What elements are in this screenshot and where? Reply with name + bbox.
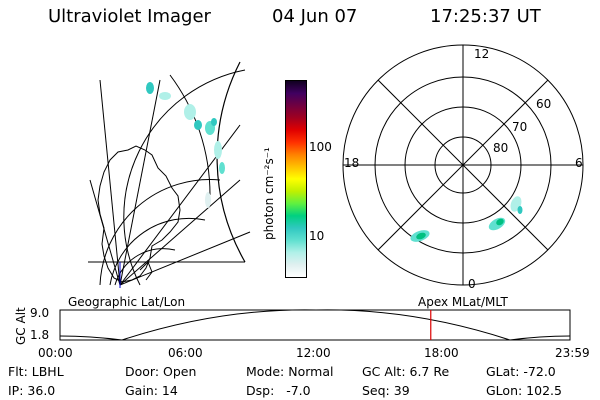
polar-axis-diag [377,79,549,251]
instrument-title: Ultraviolet Imager [48,6,211,27]
lat-label-60: 60 [536,97,552,111]
aurora-emission-geo [146,82,225,208]
coastline-detail [139,261,153,281]
mlt-label-0: 0 [468,277,476,291]
geo-grid-arc [99,179,221,286]
glat-info: GLat: -72.0 [486,364,556,379]
mlt-label-12: 12 [474,47,490,61]
colorbar-tick-100: 100 [309,140,332,154]
mlt-label-18: 18 [344,156,360,170]
geo-grid-line [119,231,251,286]
mlt-label-6: 6 [575,156,583,170]
colorbar-tick-10: 10 [309,229,325,243]
colorbar [285,80,307,278]
geo-grid-line [99,79,121,286]
altitude-tick-low: 1.8 [30,328,50,342]
earth-limb-inner [169,74,211,196]
time-tick-1800: 18:00 [424,346,459,360]
time-tick-0600: 06:00 [168,346,203,360]
lat-label-80: 80 [493,141,509,155]
altitude-tick-high: 9.0 [30,306,50,320]
time-tick-2359: 23:59 [555,346,590,360]
observation-date: 04 Jun 07 [272,6,358,27]
geographic-label: Geographic Lat/Lon [68,295,186,309]
altitude-curve [59,309,571,341]
time-tick-0000: 00:00 [38,346,73,360]
geo-grid-line [89,179,121,286]
gc-alt-info: GC Alt: 6.7 Re [362,364,450,379]
earth-limb [216,61,246,263]
gain-info: Gain: 14 [125,383,178,398]
dsp-info: Dsp: -7.0 [246,383,311,398]
coastline [97,145,181,283]
geo-grid-arc [109,217,206,286]
filter-info: Flt: LBHL [8,364,64,379]
door-info: Door: Open [125,364,197,379]
aurora-emission-polar [410,196,523,242]
geo-grid-arc [114,248,176,286]
geo-grid-line [119,79,161,286]
seq-info: Seq: 39 [362,383,410,398]
glon-info: GLon: 102.5 [486,383,562,398]
apex-label: Apex MLat/MLT [418,295,508,309]
mode-info: Mode: Normal [246,364,334,379]
ip-info: IP: 36.0 [8,383,56,398]
colorbar-gradient [286,81,306,277]
time-tick-1200: 12:00 [296,346,331,360]
lat-label-70: 70 [512,120,528,134]
geo-grid-line [119,179,241,286]
observation-time: 17:25:37 UT [430,6,541,27]
